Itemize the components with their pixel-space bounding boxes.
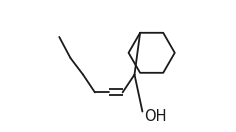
- Text: OH: OH: [144, 109, 166, 124]
